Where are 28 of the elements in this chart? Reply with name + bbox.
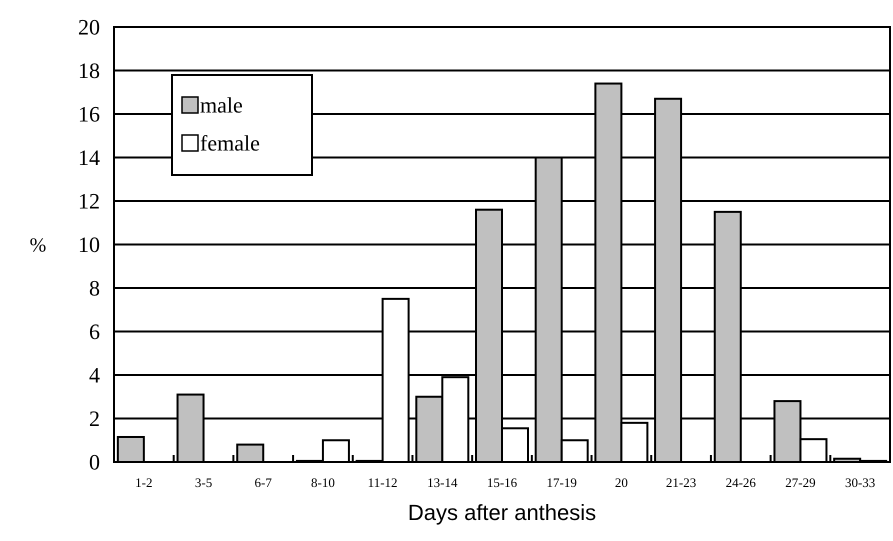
y-tick-label: 16 bbox=[78, 102, 100, 127]
y-tick-label: 0 bbox=[89, 450, 100, 475]
y-tick-label: 4 bbox=[89, 362, 100, 388]
legend-label: female bbox=[200, 130, 260, 156]
x-tick-label: 13-14 bbox=[427, 475, 458, 490]
x-tick-label: 11-12 bbox=[368, 475, 398, 490]
y-tick-label: 10 bbox=[78, 232, 100, 258]
x-tick-label: 27-29 bbox=[785, 475, 816, 490]
y-tick-label: 2 bbox=[89, 406, 100, 432]
x-tick-label: 20 bbox=[614, 475, 628, 490]
x-axis-title: Days after anthesis bbox=[408, 500, 596, 525]
x-tick-label: 6-7 bbox=[254, 475, 272, 490]
x-tick-label: 3-5 bbox=[194, 475, 212, 490]
y-axis-title: % bbox=[30, 234, 46, 256]
y-tick-label: 8 bbox=[89, 276, 100, 301]
legend-label: male bbox=[200, 92, 243, 118]
x-tick-label: 15-16 bbox=[486, 475, 518, 490]
x-tick-label: 17-19 bbox=[546, 475, 577, 490]
x-tick-label: 24-26 bbox=[726, 475, 756, 490]
y-tick-label: 14 bbox=[78, 145, 100, 170]
y-tick-label: 20 bbox=[78, 14, 100, 40]
x-tick-label: 30-33 bbox=[844, 475, 876, 490]
x-tick-label: 21-23 bbox=[666, 475, 696, 490]
y-tick-label: 18 bbox=[78, 58, 100, 84]
x-tick-label: 1-2 bbox=[135, 475, 153, 490]
y-tick-label: 6 bbox=[89, 319, 100, 344]
y-tick-label: 12 bbox=[78, 188, 100, 214]
x-tick-label: 8-10 bbox=[311, 475, 335, 490]
